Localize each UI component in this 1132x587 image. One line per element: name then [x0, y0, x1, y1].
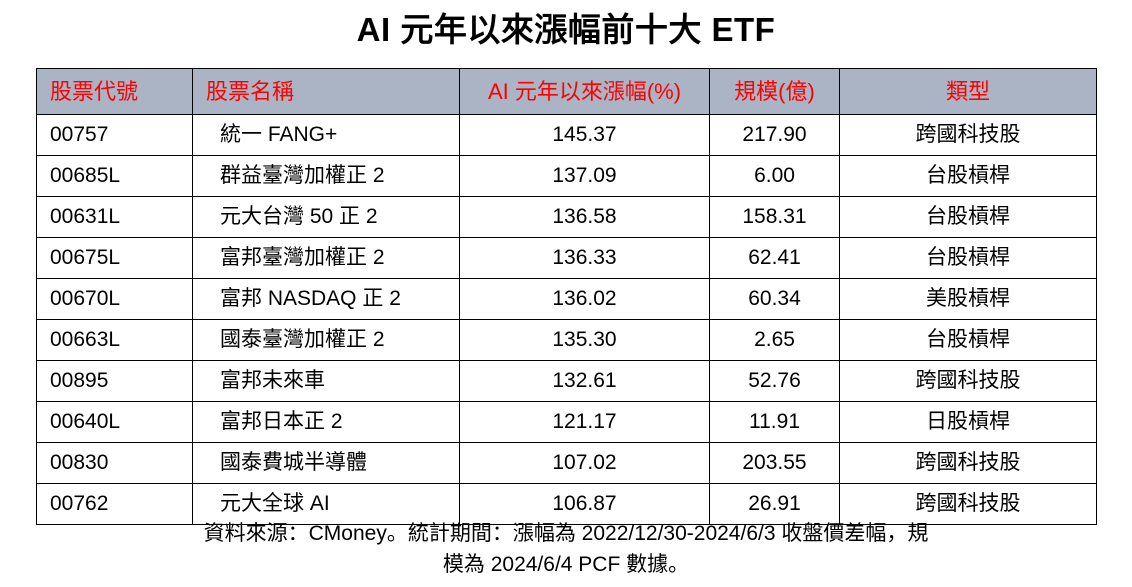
cell-name: 元大全球 AI	[192, 483, 460, 525]
etf-table-container: 股票代號 股票名稱 AI 元年以來漲幅(%) 規模(億) 類型 00757 統一…	[36, 68, 1097, 525]
cell-code: 00640L	[36, 401, 193, 443]
table-row: 00762 元大全球 AI 106.87 26.91 跨國科技股	[36, 483, 1097, 525]
cell-size: 217.90	[709, 114, 840, 156]
cell-gain: 107.02	[459, 442, 710, 484]
table-row: 00895 富邦未來車 132.61 52.76 跨國科技股	[36, 360, 1097, 402]
cell-gain: 136.58	[459, 196, 710, 238]
footnote-line-1: 資料來源：CMoney。統計期間：漲幅為 2022/12/30-2024/6/3…	[203, 522, 929, 545]
cell-type: 美股槓桿	[839, 278, 1097, 320]
page-title: AI 元年以來漲幅前十大 ETF	[356, 11, 776, 48]
cell-type: 跨國科技股	[839, 442, 1097, 484]
cell-gain: 136.33	[459, 237, 710, 279]
table-row: 00663L 國泰臺灣加權正 2 135.30 2.65 台股槓桿	[36, 319, 1097, 361]
table-body: 00757 統一 FANG+ 145.37 217.90 跨國科技股 00685…	[36, 114, 1097, 525]
cell-code: 00830	[36, 442, 193, 484]
cell-code: 00757	[36, 114, 193, 156]
cell-gain: 121.17	[459, 401, 710, 443]
table-header-row: 股票代號 股票名稱 AI 元年以來漲幅(%) 規模(億) 類型	[36, 68, 1097, 115]
cell-code: 00762	[36, 483, 193, 525]
cell-code: 00631L	[36, 196, 193, 238]
cell-size: 62.41	[709, 237, 840, 279]
cell-name: 富邦日本正 2	[192, 401, 460, 443]
column-header-size: 規模(億)	[709, 68, 840, 115]
column-header-name: 股票名稱	[192, 68, 460, 115]
cell-size: 158.31	[709, 196, 840, 238]
cell-gain: 135.30	[459, 319, 710, 361]
source-footnote: 資料來源：CMoney。統計期間：漲幅為 2022/12/30-2024/6/3…	[0, 518, 1132, 580]
cell-size: 52.76	[709, 360, 840, 402]
etf-table: 股票代號 股票名稱 AI 元年以來漲幅(%) 規模(億) 類型 00757 統一…	[36, 68, 1097, 525]
footnote-line-2: 模為 2024/6/4 PCF 數據。	[442, 553, 690, 576]
cell-name: 富邦 NASDAQ 正 2	[192, 278, 460, 320]
cell-name: 富邦未來車	[192, 360, 460, 402]
cell-gain: 136.02	[459, 278, 710, 320]
cell-type: 跨國科技股	[839, 360, 1097, 402]
cell-size: 203.55	[709, 442, 840, 484]
table-row: 00685L 群益臺灣加權正 2 137.09 6.00 台股槓桿	[36, 155, 1097, 197]
cell-type: 台股槓桿	[839, 319, 1097, 361]
column-header-gain: AI 元年以來漲幅(%)	[459, 68, 710, 115]
cell-name: 統一 FANG+	[192, 114, 460, 156]
cell-name: 富邦臺灣加權正 2	[192, 237, 460, 279]
cell-gain: 145.37	[459, 114, 710, 156]
cell-size: 26.91	[709, 483, 840, 525]
column-header-type: 類型	[839, 68, 1097, 115]
cell-name: 群益臺灣加權正 2	[192, 155, 460, 197]
table-row: 00830 國泰費城半導體 107.02 203.55 跨國科技股	[36, 442, 1097, 484]
table-row: 00640L 富邦日本正 2 121.17 11.91 日股槓桿	[36, 401, 1097, 443]
cell-size: 6.00	[709, 155, 840, 197]
cell-code: 00685L	[36, 155, 193, 197]
table-header: 股票代號 股票名稱 AI 元年以來漲幅(%) 規模(億) 類型	[36, 68, 1097, 115]
cell-size: 60.34	[709, 278, 840, 320]
cell-size: 2.65	[709, 319, 840, 361]
cell-code: 00895	[36, 360, 193, 402]
table-row: 00670L 富邦 NASDAQ 正 2 136.02 60.34 美股槓桿	[36, 278, 1097, 320]
cell-type: 日股槓桿	[839, 401, 1097, 443]
cell-type: 台股槓桿	[839, 237, 1097, 279]
cell-code: 00675L	[36, 237, 193, 279]
cell-gain: 132.61	[459, 360, 710, 402]
cell-name: 國泰臺灣加權正 2	[192, 319, 460, 361]
cell-name: 元大台灣 50 正 2	[192, 196, 460, 238]
cell-type: 台股槓桿	[839, 196, 1097, 238]
cell-type: 台股槓桿	[839, 155, 1097, 197]
cell-name: 國泰費城半導體	[192, 442, 460, 484]
cell-size: 11.91	[709, 401, 840, 443]
cell-code: 00663L	[36, 319, 193, 361]
cell-type: 跨國科技股	[839, 114, 1097, 156]
cell-type: 跨國科技股	[839, 483, 1097, 525]
table-row: 00757 統一 FANG+ 145.37 217.90 跨國科技股	[36, 114, 1097, 156]
table-row: 00631L 元大台灣 50 正 2 136.58 158.31 台股槓桿	[36, 196, 1097, 238]
cell-gain: 137.09	[459, 155, 710, 197]
column-header-code: 股票代號	[36, 68, 193, 115]
table-row: 00675L 富邦臺灣加權正 2 136.33 62.41 台股槓桿	[36, 237, 1097, 279]
cell-code: 00670L	[36, 278, 193, 320]
